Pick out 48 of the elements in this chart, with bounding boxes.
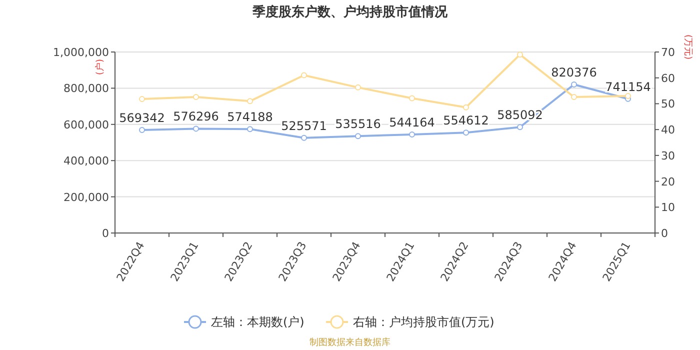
- point: [355, 84, 361, 90]
- point: [139, 126, 145, 133]
- y-axis-title: (户): [94, 58, 106, 76]
- point: [409, 95, 415, 102]
- y2-tick-label: 70: [661, 46, 675, 59]
- point: [625, 92, 631, 99]
- text: 制图数据来自数据库: [310, 337, 390, 348]
- y-tick-label: 600,000: [64, 118, 109, 132]
- data-label: 741154: [605, 80, 651, 94]
- legend-label: 右轴：户均持股市值(万元): [353, 315, 494, 329]
- point: [517, 124, 523, 130]
- y2-tick-label: 20: [661, 175, 675, 188]
- y-tick-label: 0: [102, 227, 109, 240]
- y-tick-label: 200,000: [64, 190, 109, 204]
- point: [463, 130, 469, 136]
- y2-tick-label: 10: [661, 201, 675, 214]
- point: [301, 134, 307, 141]
- data-label: 569342: [119, 110, 165, 125]
- point: [193, 126, 199, 132]
- y2-tick-label: 60: [661, 72, 675, 85]
- point: [247, 98, 253, 104]
- data-label: 554612: [443, 114, 489, 128]
- y2-axis-title: (万元): [682, 34, 694, 60]
- data-label: 535516: [335, 117, 381, 132]
- data-label: 574188: [227, 110, 273, 124]
- point: [517, 52, 523, 58]
- point: [571, 94, 577, 100]
- y-tick-label: 1,000,000: [53, 46, 109, 59]
- y2-tick-label: 0: [661, 227, 668, 240]
- point: [139, 96, 145, 102]
- point: [247, 126, 253, 132]
- data-label: 525571: [281, 118, 327, 133]
- legend-label: 左轴：本期数(户): [211, 315, 304, 329]
- point: [355, 133, 361, 140]
- y2-tick-label: 30: [661, 149, 675, 162]
- point: [193, 94, 199, 100]
- chart-title: 季度股东户数、户均持股市值情况: [252, 4, 448, 20]
- point: [409, 132, 415, 138]
- data-label: 544164: [389, 116, 435, 130]
- point: [571, 82, 577, 88]
- y2-tick-label: 50: [661, 98, 675, 111]
- data-label: 576296: [173, 110, 219, 124]
- data-label: 820376: [551, 66, 597, 80]
- point: [463, 104, 469, 110]
- y2-tick-label: 40: [661, 124, 675, 137]
- point: [301, 72, 307, 78]
- y-tick-label: 800,000: [64, 82, 109, 96]
- y-tick-label: 400,000: [64, 154, 109, 168]
